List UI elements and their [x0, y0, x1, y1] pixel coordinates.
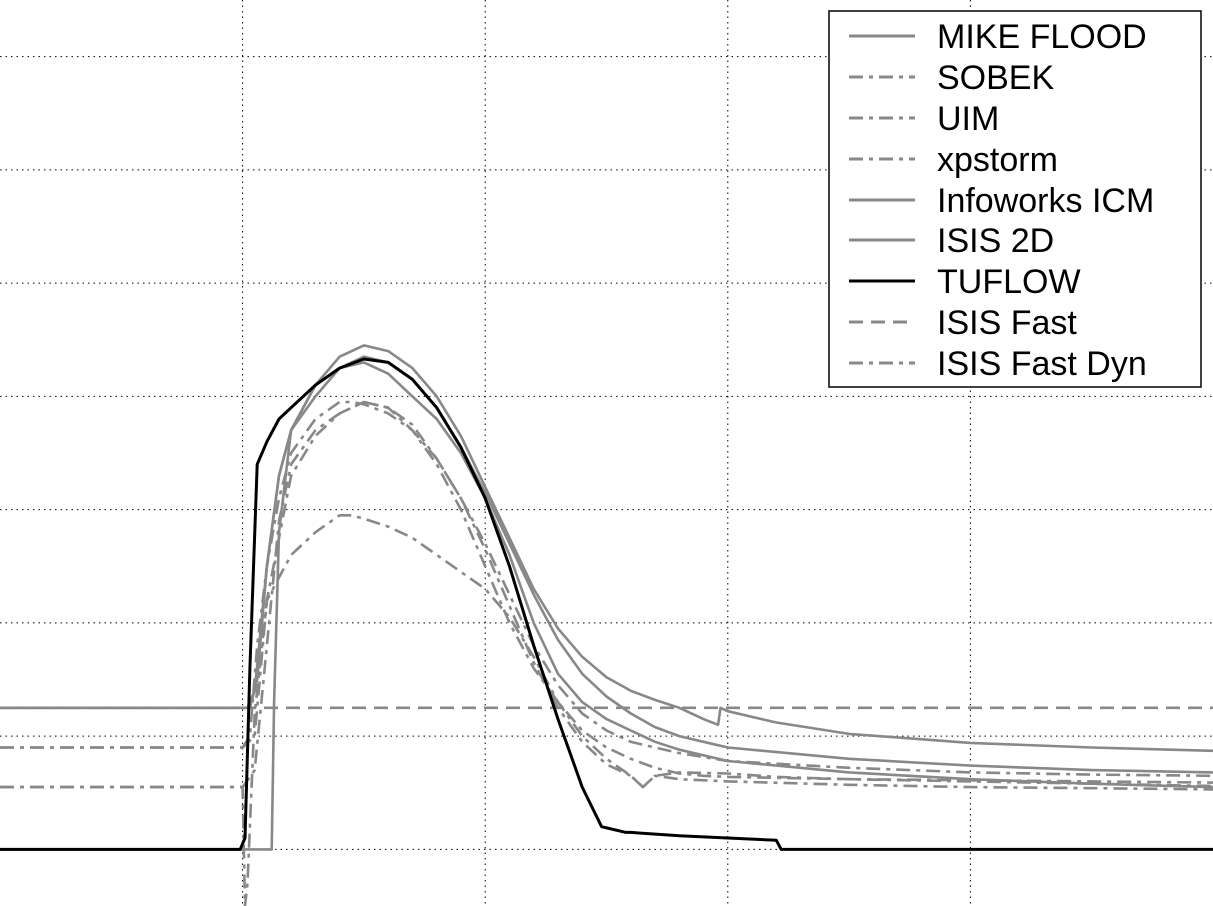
legend-label-infoworks-icm: Infoworks ICM — [937, 182, 1154, 220]
series-line-isis-2d — [0, 355, 1213, 774]
series-line-uim — [0, 514, 1213, 906]
series-line-isis-fast-dyn — [0, 400, 1213, 778]
legend-items: MIKE FLOOD SOBEK UIM xpstorm Infoworks I… — [849, 18, 1154, 383]
series-line-mike-flood — [0, 361, 1213, 851]
legend-label-isis-2d: ISIS 2D — [937, 222, 1054, 260]
legend-item: ISIS Fast Dyn — [849, 345, 1147, 383]
series-line-xpstorm — [0, 400, 1213, 789]
legend-item: TUFLOW — [849, 263, 1081, 301]
legend-item: SOBEK — [849, 59, 1054, 97]
legend-label-isis-fast-dyn: ISIS Fast Dyn — [937, 345, 1147, 383]
legend-item: MIKE FLOOD — [849, 18, 1147, 56]
legend-item: ISIS Fast — [849, 304, 1077, 342]
series-line-tuflow — [0, 357, 1213, 851]
legend-label-tuflow: TUFLOW — [937, 263, 1081, 301]
legend-item: UIM — [849, 100, 999, 138]
legend-label-mike-flood: MIKE FLOOD — [937, 18, 1147, 56]
legend-label-uim: UIM — [937, 100, 999, 138]
legend-label-xpstorm: xpstorm — [937, 141, 1058, 179]
legend-item: ISIS 2D — [849, 222, 1054, 260]
series-lines — [0, 344, 1213, 906]
legend-label-isis-fast: ISIS Fast — [937, 304, 1077, 342]
series-line-sobek — [0, 400, 1213, 789]
legend-label-sobek: SOBEK — [937, 59, 1054, 97]
legend-item: Infoworks ICM — [849, 182, 1154, 220]
legend-item: xpstorm — [849, 141, 1058, 179]
legend: MIKE FLOOD SOBEK UIM xpstorm Infoworks I… — [828, 10, 1202, 388]
